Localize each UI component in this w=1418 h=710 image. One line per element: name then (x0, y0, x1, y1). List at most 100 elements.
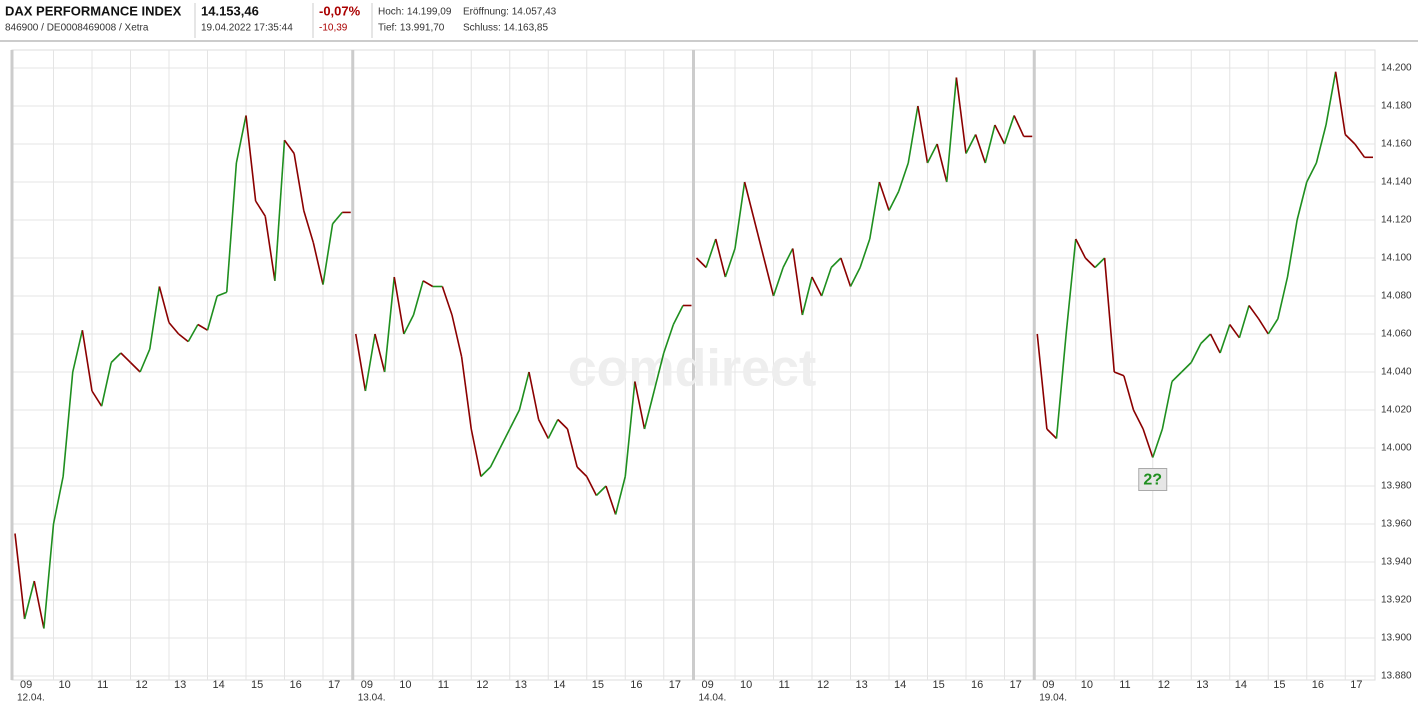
price-segment (81, 330, 93, 392)
price-segment (62, 371, 74, 477)
x-tick-label: 10 (1081, 679, 1093, 691)
date-label: 13.04. (358, 693, 386, 704)
price-segment (274, 140, 286, 281)
x-tick-label: 11 (1119, 679, 1130, 691)
price-segment (403, 314, 415, 335)
price-segment (216, 291, 228, 297)
price-segment (451, 314, 463, 357)
price-segment (206, 295, 218, 331)
price-segment (586, 476, 598, 496)
price-segment (849, 267, 861, 287)
price-segment (1296, 181, 1308, 221)
price-segment (1325, 71, 1337, 126)
price-segment (547, 419, 559, 439)
x-tick-label: 17 (669, 679, 681, 691)
price-segment (643, 390, 655, 430)
price-segment (772, 267, 784, 297)
x-tick-label: 10 (399, 679, 411, 691)
price-segment (753, 219, 765, 259)
price-segment (383, 276, 396, 373)
price-segment (1084, 257, 1096, 269)
price-segment (724, 248, 736, 278)
y-tick-label: 13.960 (1381, 519, 1412, 530)
price-segment (878, 181, 890, 211)
price-segment (528, 371, 540, 420)
x-tick-label: 10 (740, 679, 752, 691)
price-segment (1161, 381, 1173, 430)
price-segment (499, 428, 511, 449)
price-segment (91, 390, 103, 407)
price-segment (994, 124, 1006, 145)
price-segment (1142, 428, 1154, 458)
price-segment (168, 322, 180, 335)
timestamp: 19.04.2022 17:35:44 (201, 23, 293, 34)
price-segment (1151, 428, 1164, 458)
price-segment (743, 181, 756, 221)
price-segment (245, 115, 257, 202)
price-segment (1209, 333, 1221, 354)
price-segment (354, 333, 367, 392)
price-segment (566, 428, 578, 468)
x-tick-label: 14 (213, 679, 225, 691)
price-segment (1036, 333, 1048, 430)
price-segment (1181, 361, 1192, 373)
price-segment (235, 115, 247, 164)
y-tick-label: 14.060 (1381, 329, 1412, 340)
price-segment (1046, 428, 1058, 440)
price-segment (197, 323, 208, 331)
price-segment (139, 348, 151, 373)
price-segment (888, 191, 900, 211)
price-segment (1219, 324, 1231, 354)
price-segment (662, 324, 675, 354)
price-segment (1171, 371, 1183, 383)
price-segment (225, 162, 238, 293)
x-tick-label: 11 (438, 679, 449, 691)
high: Hoch: 14.199,09 (378, 7, 452, 18)
price-segment (897, 162, 910, 192)
price-segment (470, 428, 482, 477)
price-segment (1013, 115, 1025, 137)
x-tick-label: 17 (1350, 679, 1362, 691)
x-tick-label: 14 (1235, 679, 1247, 691)
y-tick-label: 14.000 (1381, 443, 1412, 454)
price-segment (1344, 133, 1356, 145)
price-segment (364, 333, 376, 392)
price-segment (1354, 143, 1366, 158)
price-segment (984, 124, 996, 164)
x-tick-label: 16 (290, 679, 302, 691)
price-segment (791, 248, 804, 316)
x-tick-label: 15 (1273, 679, 1285, 691)
x-tick-label: 15 (251, 679, 263, 691)
x-tick-label: 15 (592, 679, 604, 691)
price-segment (1113, 371, 1125, 377)
y-tick-label: 14.140 (1381, 177, 1412, 188)
close: Schluss: 14.163,85 (463, 23, 548, 34)
price-segment (518, 371, 530, 411)
price-segment (945, 77, 958, 183)
price-segment (974, 134, 987, 164)
x-tick-label: 15 (933, 679, 945, 691)
price-segment (283, 139, 295, 154)
y-tick-label: 13.880 (1381, 671, 1412, 682)
price-segment (43, 523, 55, 629)
price-segment (1306, 162, 1318, 183)
price-segment (1132, 409, 1144, 430)
x-tick-label: 09 (361, 679, 373, 691)
price-segment (955, 77, 967, 154)
price-segment (734, 181, 746, 249)
y-tick-label: 14.120 (1381, 215, 1412, 226)
y-tick-label: 13.980 (1381, 481, 1412, 492)
price-segment (332, 211, 343, 225)
price-segment (705, 238, 717, 268)
price-segment (763, 257, 775, 297)
x-tick-label: 10 (59, 679, 71, 691)
price-segment (595, 485, 607, 497)
price-segment (293, 153, 305, 211)
price-segment (820, 267, 833, 297)
price-segment (302, 210, 315, 244)
price-segment (1267, 318, 1279, 335)
price-segment (1277, 276, 1289, 319)
price-segment (634, 381, 646, 430)
price-segment (322, 223, 334, 285)
